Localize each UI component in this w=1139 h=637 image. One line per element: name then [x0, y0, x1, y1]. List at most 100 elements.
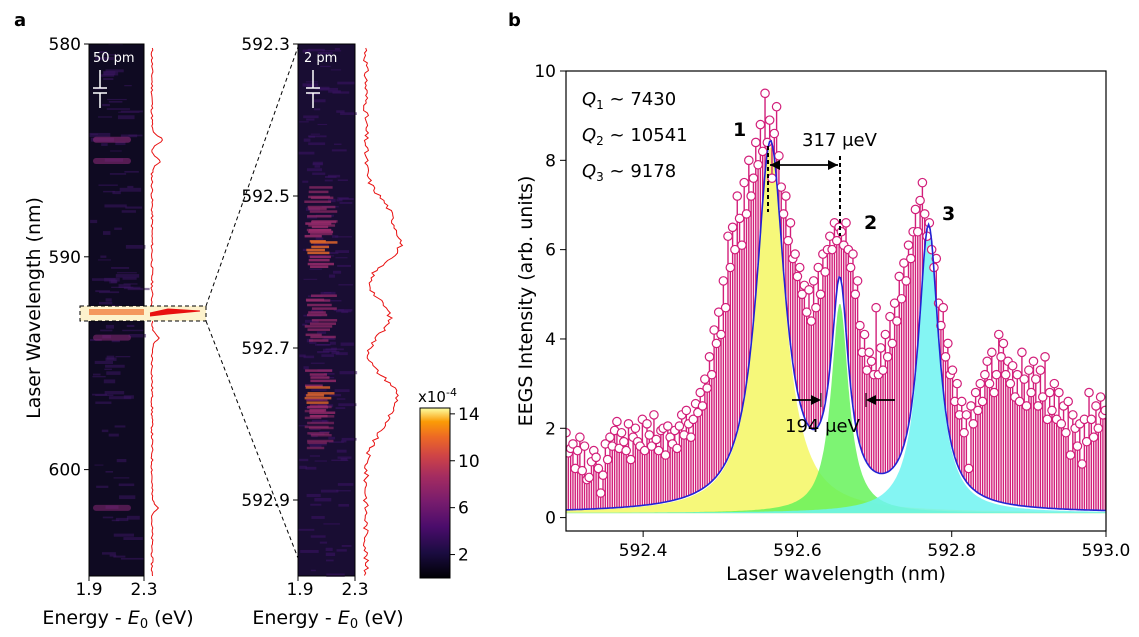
map-1-noise-speck — [103, 71, 116, 76]
data-point — [1091, 401, 1101, 411]
map-1-xtick-1: 1.9 — [75, 580, 102, 600]
map-2-noise-speck — [313, 243, 329, 247]
data-point — [811, 302, 821, 313]
map-2-noise-speck — [333, 143, 342, 145]
q-factor-1: Q1 ~ 7430 — [582, 89, 676, 112]
map-2-bright-band — [306, 299, 331, 302]
map-1-noise-speck — [100, 255, 107, 258]
data-point — [595, 488, 606, 498]
map-2-noise-speck — [335, 407, 346, 409]
map-1-noise-speck — [95, 394, 114, 397]
data-point — [977, 396, 988, 407]
map-2-noise-speck — [337, 179, 348, 182]
data-point — [755, 119, 766, 130]
map-2-bright-band — [307, 215, 332, 218]
map-2-noise-speck — [335, 352, 348, 356]
data-point — [996, 352, 1006, 362]
map-2-bright-band — [305, 333, 322, 337]
data-point — [566, 427, 571, 438]
map-1-y-ticks: 580 590 600 — [49, 35, 89, 481]
data-point — [906, 253, 916, 264]
data-point — [584, 472, 594, 483]
map-1-noise-speck — [124, 85, 132, 87]
map-2-noise-speck — [309, 455, 321, 457]
map-1-noise-speck — [94, 464, 104, 466]
map-2-noise-speck — [310, 503, 322, 506]
colorbar-tick-label: 6 — [458, 499, 469, 519]
map-2-noise-speck — [336, 549, 347, 552]
data-point — [938, 302, 949, 313]
map-2-noise-speck — [319, 541, 328, 544]
data-point — [663, 421, 673, 431]
map-2-noise-speck — [319, 87, 338, 91]
map-2-scale-marker — [306, 70, 320, 108]
data-point — [836, 226, 847, 237]
map-2-noise-speck — [322, 50, 342, 52]
map-2-noise-speck — [310, 445, 322, 448]
map-2-noise-speck — [322, 348, 337, 353]
map-1-bright-band — [93, 334, 131, 341]
map-2-bright-band — [311, 307, 337, 310]
data-point — [693, 407, 703, 418]
map-2-bright-band — [309, 404, 328, 407]
map-2-bright-band — [310, 376, 330, 379]
map-2-noise-speck — [329, 341, 336, 345]
map-2-bright-band — [309, 426, 334, 430]
data-point — [943, 338, 953, 349]
map-1-noise-speck — [105, 470, 114, 473]
map-2-noise-speck — [308, 142, 326, 146]
map-1-noise-speck — [114, 425, 126, 428]
map-2-noise-speck — [305, 81, 318, 83]
data-point — [984, 378, 995, 389]
panel-b-plot — [566, 88, 1106, 514]
map-1-bright-band — [93, 136, 131, 143]
data-point — [864, 347, 874, 358]
map-2-noise-speck — [332, 91, 350, 94]
map-2-bright-band — [310, 433, 332, 437]
map-1-noise-speck — [108, 433, 119, 437]
map-2-noise-speck — [329, 394, 342, 397]
map-2-bright-band — [308, 190, 329, 194]
map-1-noise-speck — [104, 204, 127, 208]
map-2-noise-speck — [308, 443, 327, 446]
map-2-noise-speck — [308, 135, 327, 138]
peak-label-1: 1 — [733, 119, 746, 141]
map-1-noise-speck — [115, 141, 126, 146]
map-1-noise-speck — [92, 375, 106, 378]
map-2-noise-speck — [324, 179, 333, 182]
data-point — [732, 191, 743, 201]
map-1-noise-speck — [106, 108, 130, 110]
data-point — [887, 338, 898, 349]
data-point — [1024, 365, 1034, 376]
map-2: 2 pm 592.3 592.5 592.7 592.9 1.9 2.3 — [241, 35, 404, 600]
data-point — [915, 195, 925, 206]
map-2-bright-band — [305, 386, 331, 389]
data-point — [963, 463, 974, 474]
map-1-noise-speck — [112, 191, 121, 195]
data-point — [896, 293, 907, 304]
map-2-bright-band — [307, 392, 335, 395]
data-point — [808, 276, 819, 286]
map-2-bright-band — [307, 262, 334, 266]
data-point — [619, 436, 629, 447]
panel-a-ylabel: Laser Wavelength (nm) — [23, 197, 45, 419]
map-1-noise-speck — [119, 187, 142, 192]
map-1-noise-speck — [92, 373, 101, 376]
map-1-noise-speck — [115, 274, 140, 278]
map-1-noise-speck — [94, 360, 114, 364]
map-2-bright-band — [304, 416, 322, 420]
data-point — [700, 374, 710, 384]
data-point — [910, 204, 921, 215]
data-point — [1012, 369, 1023, 380]
splitting-annotation: 317 μeV — [767, 130, 878, 236]
map-1-noise-speck — [105, 298, 112, 302]
data-point — [734, 213, 745, 224]
map-2-noise-speck — [311, 389, 327, 391]
map-2-bright-band — [307, 441, 327, 445]
map-1-noise-speck — [125, 206, 143, 209]
map-1-noise-speck — [92, 278, 116, 281]
data-point — [903, 240, 914, 250]
data-point — [899, 258, 909, 268]
map-2-ytick-label: 592.9 — [241, 491, 290, 511]
data-point — [737, 240, 747, 250]
